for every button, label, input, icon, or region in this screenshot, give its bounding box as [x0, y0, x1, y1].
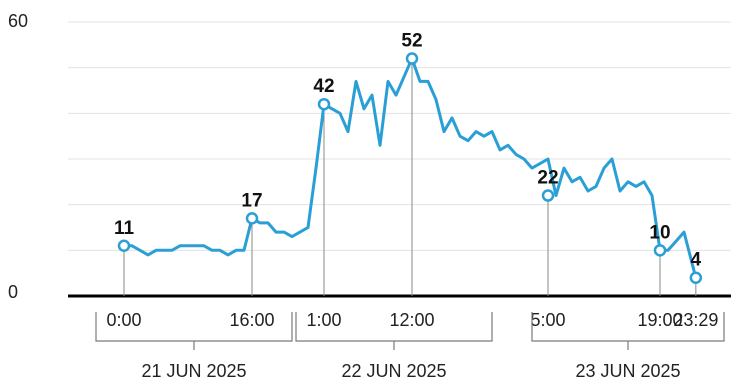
- data-point-marker: [689, 271, 703, 284]
- date-bracket-layer: 21 JUN 2025 22 JUN 2025 23 JUN 2025: [95, 312, 725, 381]
- data-label: 11: [114, 218, 135, 239]
- y-axis-labels: 60 0: [8, 11, 28, 302]
- data-point-marker: [245, 212, 259, 225]
- data-point-marker: [405, 52, 419, 65]
- data-point-marker: [653, 244, 667, 257]
- data-label-layer: 11 17 42 52 22 10 4: [114, 31, 702, 271]
- series-layer: [122, 57, 698, 280]
- x-tick-label: 23:29: [673, 310, 718, 330]
- data-point-marker: [541, 189, 555, 202]
- data-label: 10: [649, 222, 670, 243]
- data-label: 52: [401, 31, 422, 52]
- data-label: 22: [537, 168, 558, 189]
- marker-layer: [117, 52, 703, 284]
- y-tick-label: 60: [8, 11, 28, 31]
- x-tick-label: 12:00: [389, 310, 434, 330]
- date-group-label: 22 JUN 2025: [341, 361, 446, 381]
- data-label: 42: [313, 76, 334, 97]
- x-tick-label: 1:00: [306, 310, 341, 330]
- x-tick-label: 0:00: [106, 310, 141, 330]
- date-bracket: [95, 312, 293, 350]
- date-group-label: 21 JUN 2025: [141, 361, 246, 381]
- y-tick-label: 0: [8, 282, 18, 302]
- data-point-marker: [117, 239, 131, 253]
- gridlines: [68, 21, 731, 251]
- date-bracket: [531, 312, 725, 350]
- data-label: 17: [241, 190, 262, 211]
- x-tick-label: 19:00: [637, 310, 682, 330]
- date-group-label: 23 JUN 2025: [575, 361, 680, 381]
- data-point-marker: [317, 97, 331, 111]
- x-tick-label: 16:00: [229, 310, 274, 330]
- drop-lines: [123, 58, 697, 296]
- x-tick-label: 5:00: [530, 310, 565, 330]
- date-bracket: [295, 312, 493, 350]
- series-line: [122, 57, 698, 280]
- data-label: 4: [691, 250, 702, 271]
